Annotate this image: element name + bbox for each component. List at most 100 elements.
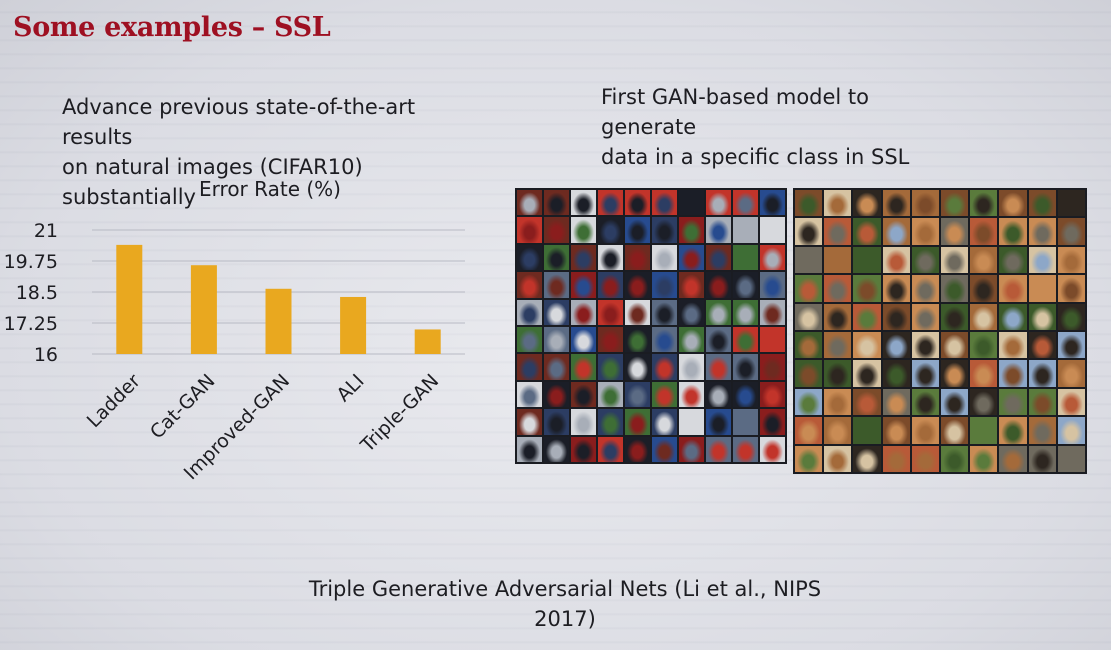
sample-thumbnail [941, 303, 969, 330]
sample-thumbnail [1057, 331, 1085, 359]
sample-thumbnail [598, 217, 623, 243]
citation-line: 2017) [534, 607, 596, 631]
sample-thumbnail [571, 354, 596, 380]
sample-thumbnail [517, 272, 542, 298]
sample-thumbnail [598, 436, 623, 462]
sample-thumbnail [795, 275, 823, 302]
sample-thumbnail [824, 218, 852, 245]
sample-thumbnail [652, 190, 677, 216]
sample-thumbnail [795, 331, 823, 359]
sample-thumbnail [571, 326, 596, 353]
sample-thumbnail [795, 218, 823, 245]
sample-thumbnail [911, 360, 939, 387]
sample-thumbnail [625, 381, 650, 408]
sample-thumbnail [1028, 246, 1056, 274]
sample-thumbnail [853, 388, 881, 416]
citation-line: Triple Generative Adversarial Nets (Li e… [308, 577, 822, 601]
sample-thumbnail [625, 326, 650, 353]
sample-thumbnail [760, 381, 785, 408]
sample-thumbnail [1028, 388, 1056, 416]
sample-thumbnail [652, 436, 677, 462]
sample-thumbnail [824, 190, 852, 217]
sample-thumbnail [760, 244, 785, 271]
sample-thumbnail [970, 445, 998, 472]
sample-thumbnail [706, 326, 731, 353]
sample-thumbnail [999, 218, 1027, 245]
sample-thumbnail [652, 217, 677, 243]
sample-thumbnail [733, 381, 758, 408]
sample-thumbnail [853, 360, 881, 387]
sample-thumbnail [571, 272, 596, 298]
sample-thumbnail [517, 354, 542, 380]
sample-thumbnail [999, 360, 1027, 387]
slide-title: Some examples – SSL [13, 12, 331, 43]
sample-thumbnail [760, 217, 785, 243]
sample-thumbnail [999, 331, 1027, 359]
sample-thumbnail [1057, 445, 1085, 472]
sample-thumbnail [824, 417, 852, 444]
bar-ladder [116, 244, 143, 354]
sample-thumbnail [1028, 331, 1056, 359]
sample-thumbnail [679, 381, 704, 408]
sample-thumbnail [733, 272, 758, 298]
right-description-line: First GAN-based model to [601, 85, 870, 109]
sample-thumbnail [824, 246, 852, 274]
sample-thumbnail [544, 272, 569, 298]
sample-thumbnail [733, 190, 758, 216]
sample-thumbnail [733, 244, 758, 271]
sample-thumbnail [571, 299, 596, 325]
y-tick-label: 18.5 [16, 282, 58, 304]
sample-thumbnail [733, 299, 758, 325]
sample-thumbnail [1057, 246, 1085, 274]
sample-thumbnail [544, 244, 569, 271]
y-tick-label: 21 [34, 220, 58, 242]
sample-thumbnail [733, 326, 758, 353]
sample-thumbnail [598, 409, 623, 435]
sample-thumbnail [571, 244, 596, 271]
y-tick-label: 19.75 [4, 251, 58, 273]
sample-thumbnail [544, 299, 569, 325]
x-tick-label: Cat-GAN [146, 370, 219, 443]
sample-thumbnail [824, 388, 852, 416]
sample-thumbnail [652, 409, 677, 435]
sample-thumbnail [853, 190, 881, 217]
x-tick-label: Ladder [83, 370, 145, 432]
sample-thumbnail [760, 326, 785, 353]
left-description-line: Advance previous state-of-the-art [62, 95, 416, 119]
sample-thumbnail [970, 417, 998, 444]
right-description: First GAN-based model to generate data i… [601, 82, 1021, 172]
sample-thumbnail [882, 303, 910, 330]
sample-thumbnail [882, 218, 910, 245]
sample-thumbnail [517, 436, 542, 462]
sample-thumbnail [941, 218, 969, 245]
sample-thumbnail [625, 244, 650, 271]
sample-thumbnail [706, 381, 731, 408]
chart-bars [116, 244, 441, 354]
sample-thumbnail [882, 388, 910, 416]
sample-thumbnail [1028, 190, 1056, 217]
sample-thumbnail [544, 381, 569, 408]
sample-thumbnail [706, 217, 731, 243]
sample-thumbnail [544, 354, 569, 380]
x-tick-label: ALI [332, 370, 368, 406]
sample-thumbnail [941, 275, 969, 302]
sample-thumbnail [941, 445, 969, 472]
sample-thumbnail [795, 360, 823, 387]
sample-thumbnail [625, 409, 650, 435]
generated-car-samples [515, 188, 787, 464]
sample-thumbnail [795, 246, 823, 274]
sample-thumbnail [733, 436, 758, 462]
x-tick-label: Triple-GAN [356, 370, 443, 457]
sample-thumbnail [882, 417, 910, 444]
sample-thumbnail [571, 190, 596, 216]
sample-thumbnail [517, 299, 542, 325]
sample-thumbnail [999, 417, 1027, 444]
sample-thumbnail [1057, 190, 1085, 217]
sample-thumbnail [795, 388, 823, 416]
sample-thumbnail [544, 190, 569, 216]
sample-thumbnail [853, 275, 881, 302]
sample-thumbnail [824, 331, 852, 359]
sample-thumbnail [970, 218, 998, 245]
sample-thumbnail [999, 445, 1027, 472]
